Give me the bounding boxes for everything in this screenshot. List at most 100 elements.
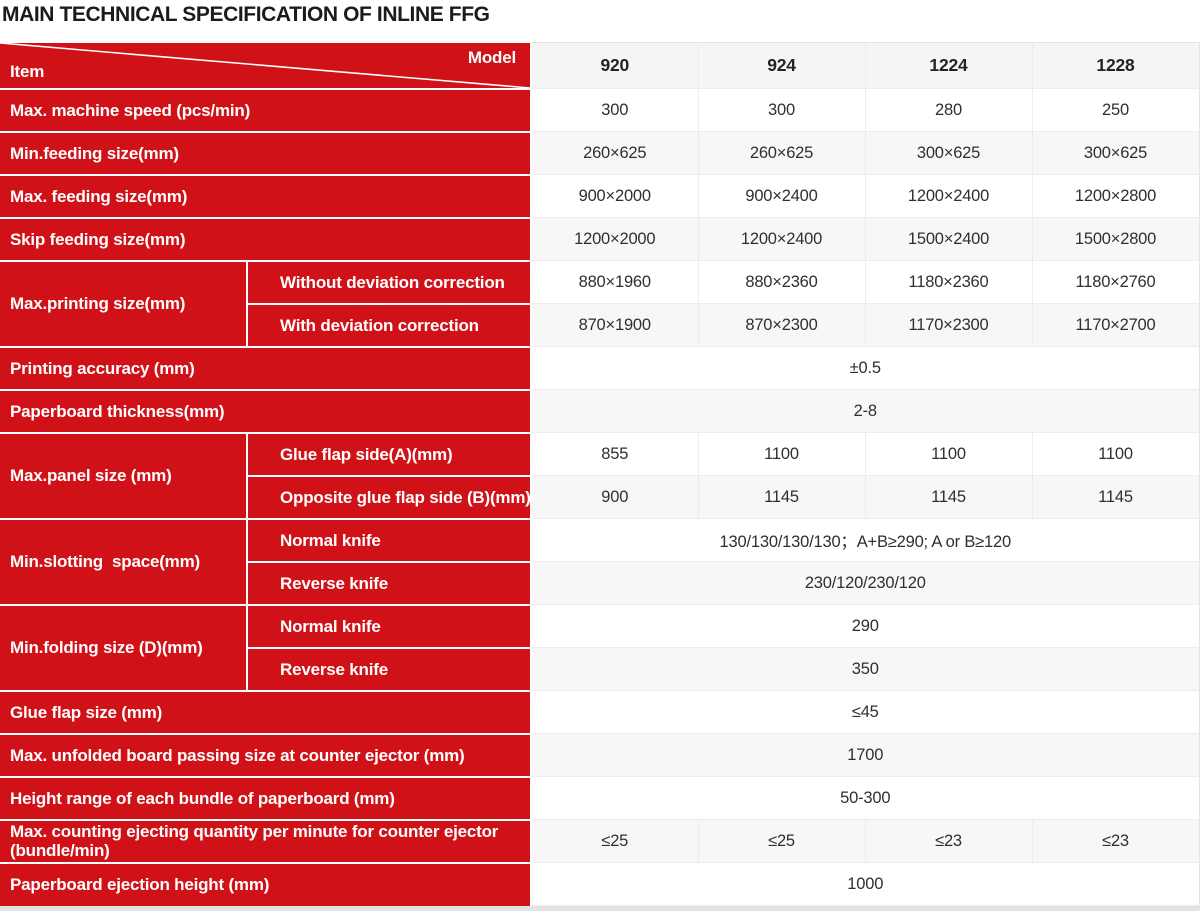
spec-value: 880×1960 — [530, 260, 699, 304]
spec-value: 1100 — [697, 432, 866, 476]
row-label: Height range of each bundle of paperboar… — [0, 775, 532, 821]
model-name: 1224 — [864, 42, 1033, 89]
table-row: Min.slotting space(mm) Normal knife 130/… — [0, 517, 1200, 606]
table-row: Max. counting ejecting quantity per minu… — [0, 818, 1200, 864]
spec-value: 260×625 — [530, 131, 699, 175]
spec-value: 250 — [1031, 88, 1200, 132]
table-row: Paperboard thickness(mm) 2-8 — [0, 388, 1200, 434]
spec-value-span: 1700 — [530, 733, 1200, 777]
table-row: With deviation correction 870×1900 870×2… — [0, 302, 1200, 348]
spec-value-span: 350 — [530, 647, 1200, 691]
subrow-label: Opposite glue flap side (B)(mm) — [246, 474, 532, 520]
bottom-divider — [0, 906, 1200, 911]
spec-value: ≤25 — [530, 819, 699, 863]
spec-value: ≤25 — [697, 819, 866, 863]
spec-value-span: ≤45 — [530, 690, 1200, 734]
spec-table: Model Item 920 924 1224 1228 Max. machin… — [0, 42, 1200, 906]
subrow-label: Without deviation correction — [246, 259, 532, 305]
model-name: 1228 — [1031, 42, 1200, 89]
subrow-label: Reverse knife — [246, 560, 532, 606]
spec-value: 1500×2800 — [1031, 217, 1200, 261]
spec-value: 1180×2760 — [1031, 260, 1200, 304]
table-row: Reverse knife 230/120/230/120 — [0, 560, 1200, 606]
spec-value-span: 50-300 — [530, 776, 1200, 820]
spec-value: 1200×2400 — [697, 217, 866, 261]
spec-value-span: 230/120/230/120 — [530, 561, 1200, 605]
group-label: Min.slotting space(mm) — [0, 517, 248, 606]
item-header-label: Item — [10, 61, 45, 81]
group-label: Max.printing size(mm) — [0, 259, 248, 348]
table-row: Glue flap size (mm) ≤45 — [0, 689, 1200, 735]
spec-value: 855 — [530, 432, 699, 476]
table-row: Paperboard ejection height (mm) 1000 — [0, 861, 1200, 906]
subrow-label: Glue flap side(A)(mm) — [246, 431, 532, 477]
spec-value: 300 — [530, 88, 699, 132]
spec-value: 1200×2000 — [530, 217, 699, 261]
table-row: Max.printing size(mm) Without deviation … — [0, 259, 1200, 348]
spec-value: 1200×2400 — [864, 174, 1033, 218]
spec-value: 1145 — [1031, 475, 1200, 519]
row-label: Max. unfolded board passing size at coun… — [0, 732, 532, 778]
table-row: Printing accuracy (mm) ±0.5 — [0, 345, 1200, 391]
page-title: MAIN TECHNICAL SPECIFICATION OF INLINE F… — [2, 3, 490, 26]
row-label: Glue flap size (mm) — [0, 689, 532, 735]
spec-value: 1100 — [864, 432, 1033, 476]
spec-value: 300×625 — [1031, 131, 1200, 175]
subrow-label: With deviation correction — [246, 302, 532, 348]
spec-value: 1170×2700 — [1031, 303, 1200, 347]
spec-value: 1500×2400 — [864, 217, 1033, 261]
diagonal-divider-line — [0, 42, 528, 87]
group-label: Max.panel size (mm) — [0, 431, 248, 520]
spec-value-span: 290 — [530, 604, 1200, 648]
table-row: Max.panel size (mm) Glue flap side(A)(mm… — [0, 431, 1200, 520]
table-row: Max. machine speed (pcs/min) 300 300 280… — [0, 87, 1200, 133]
spec-value: 300 — [697, 88, 866, 132]
row-label: Max. counting ejecting quantity per minu… — [0, 818, 532, 864]
table-row: Skip feeding size(mm) 1200×2000 1200×240… — [0, 216, 1200, 262]
spec-value: 900×2000 — [530, 174, 699, 218]
row-label: Printing accuracy (mm) — [0, 345, 532, 391]
row-label: Max. machine speed (pcs/min) — [0, 87, 532, 133]
spec-value: 900 — [530, 475, 699, 519]
spec-value: 870×2300 — [697, 303, 866, 347]
model-name: 920 — [530, 42, 699, 89]
spec-value: ≤23 — [864, 819, 1033, 863]
spec-value: 1145 — [864, 475, 1033, 519]
spec-value-span: 1000 — [530, 862, 1200, 906]
spec-value: 900×2400 — [697, 174, 866, 218]
spec-value: 1170×2300 — [864, 303, 1033, 347]
table-row: Opposite glue flap side (B)(mm) 900 1145… — [0, 474, 1200, 520]
spec-value: 260×625 — [697, 131, 866, 175]
spec-value-span: 2-8 — [530, 389, 1200, 433]
table-row: Max. unfolded board passing size at coun… — [0, 732, 1200, 778]
model-name: 924 — [697, 42, 866, 89]
row-label: Skip feeding size(mm) — [0, 216, 532, 262]
spec-value: 300×625 — [864, 131, 1033, 175]
row-label: Max. feeding size(mm) — [0, 173, 532, 219]
spec-value: 870×1900 — [530, 303, 699, 347]
spec-value: 880×2360 — [697, 260, 866, 304]
item-model-header-cell: Model Item — [0, 42, 532, 90]
spec-value: 280 — [864, 88, 1033, 132]
table-row: Min.folding size (D)(mm) Normal knife 29… — [0, 603, 1200, 692]
table-row: Max. feeding size(mm) 900×2000 900×2400 … — [0, 173, 1200, 219]
row-label: Min.feeding size(mm) — [0, 130, 532, 176]
spec-value: 1145 — [697, 475, 866, 519]
spec-value-span: ±0.5 — [530, 346, 1200, 390]
spec-value-span: 130/130/130/130；A+B≥290; A or B≥120 — [530, 518, 1200, 562]
subrow-label: Normal knife — [246, 603, 532, 649]
spec-value: 1100 — [1031, 432, 1200, 476]
table-row: Height range of each bundle of paperboar… — [0, 775, 1200, 821]
subrow-label: Normal knife — [246, 517, 532, 563]
table-row: Reverse knife 350 — [0, 646, 1200, 692]
subrow-label: Reverse knife — [246, 646, 532, 692]
table-header-row: Model Item 920 924 1224 1228 — [0, 42, 1200, 90]
row-label: Paperboard thickness(mm) — [0, 388, 532, 434]
table-row: Min.feeding size(mm) 260×625 260×625 300… — [0, 130, 1200, 176]
spec-value: 1200×2800 — [1031, 174, 1200, 218]
spec-value: ≤23 — [1031, 819, 1200, 863]
model-header-label: Model — [467, 47, 516, 67]
group-label: Min.folding size (D)(mm) — [0, 603, 248, 692]
row-label: Paperboard ejection height (mm) — [0, 861, 532, 906]
